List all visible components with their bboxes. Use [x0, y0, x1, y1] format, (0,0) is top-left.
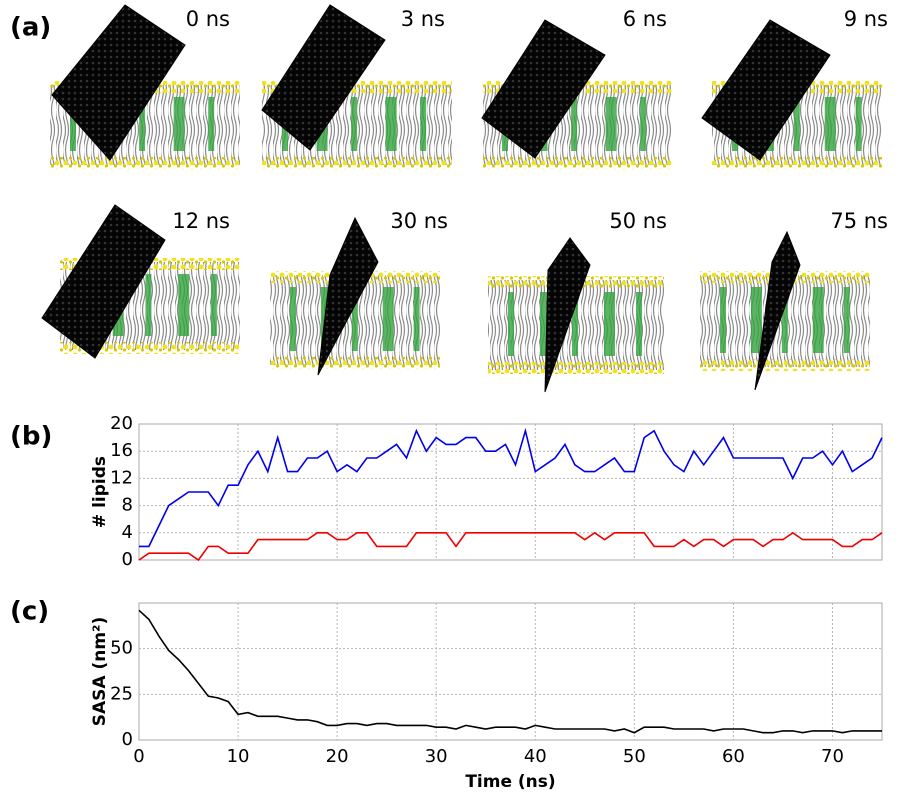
graphene-sheet [51, 4, 186, 161]
membrane-green [572, 292, 578, 356]
snapshot-time: 3 ns [401, 7, 445, 31]
y-axis-label: SASA (nm²) [90, 617, 110, 727]
panel-label: (c) [10, 597, 49, 627]
x-tick-label: 50 [623, 746, 646, 767]
membrane-green [351, 97, 358, 151]
membrane-green [173, 97, 185, 151]
membrane-green [604, 292, 615, 356]
membrane-green [178, 274, 190, 336]
line [138, 531, 883, 562]
y-tick-label: 12 [110, 467, 133, 488]
line [139, 427, 883, 548]
headgroups [60, 342, 240, 354]
membrane-green [636, 292, 642, 356]
membrane-green [781, 287, 788, 353]
y-tick-label: 4 [122, 522, 133, 543]
membrane-green [605, 97, 617, 151]
membrane-green [351, 287, 358, 351]
membrane-green [145, 274, 152, 336]
headgroups [482, 157, 672, 169]
membrane-green [413, 287, 420, 351]
x-tick-label: 40 [524, 746, 547, 767]
membrane-green [571, 97, 578, 151]
membrane-green [420, 97, 427, 151]
line [138, 609, 882, 734]
snapshot-time: 6 ns [623, 7, 667, 31]
graphene-sheet [754, 230, 801, 391]
x-tick-label: 70 [821, 746, 844, 767]
headgroups [488, 362, 664, 374]
y-tick-label: 25 [110, 683, 133, 704]
snapshot-time: 50 ns [609, 209, 667, 233]
headgroups [700, 359, 870, 371]
headgroups [262, 157, 452, 169]
membrane-green [812, 287, 824, 353]
membrane-green [750, 287, 762, 353]
headgroups [712, 157, 882, 169]
y-tick-label: 20 [110, 413, 133, 434]
y-tick-label: 0 [122, 729, 133, 750]
headgroups [270, 357, 440, 369]
y-tick-label: 0 [122, 549, 133, 570]
graphene-sheet [481, 19, 606, 159]
membrane-green [793, 97, 800, 151]
graphene-sheet [544, 237, 591, 393]
snapshot-time: 75 ns [830, 209, 888, 233]
headgroups [50, 157, 240, 169]
membrane-green [855, 97, 862, 151]
membrane-green [139, 97, 146, 151]
x-tick-label: 20 [326, 746, 349, 767]
panel-label: (b) [10, 422, 52, 452]
membrane-green [640, 97, 647, 151]
snapshot-time: 30 ns [390, 209, 448, 233]
membrane-green [508, 292, 514, 356]
snapshot-time: 0 ns [186, 7, 230, 31]
y-axis-label: # lipids [90, 456, 110, 528]
snapshots: 0 ns 3 ns 6 ns 9 ns 12 ns 30 ns 50 ns 75 ns [41, 4, 888, 393]
plot-frame [138, 423, 883, 561]
x-tick-label: 0 [133, 746, 144, 767]
x-axis-label: Time (ns) [465, 772, 555, 792]
membrane-green [70, 97, 76, 151]
graphene-sheet [41, 204, 166, 359]
x-tick-label: 30 [425, 746, 448, 767]
membrane-green [208, 97, 215, 151]
membrane-green [210, 274, 217, 336]
graphene-sheet [701, 19, 831, 161]
graphene-sheet [261, 4, 386, 151]
membrane-green [540, 292, 551, 356]
snapshot-time: 9 ns [844, 7, 888, 31]
y-tick-label: 16 [110, 440, 133, 461]
y-tick-label: 50 [110, 638, 133, 659]
x-tick-label: 10 [227, 746, 250, 767]
membrane-green [382, 287, 394, 351]
y-tick-label: 8 [122, 495, 133, 516]
panel-label: (a) [10, 13, 51, 43]
membrane-green [290, 287, 296, 351]
plot-frame [138, 602, 883, 741]
membrane-green [720, 287, 726, 353]
x-tick-label: 60 [722, 746, 745, 767]
membrane-green [824, 97, 836, 151]
membrane-green [385, 97, 397, 151]
membrane-green [843, 287, 850, 353]
graphene-sheet [317, 216, 379, 376]
snapshot-time: 12 ns [172, 209, 230, 233]
